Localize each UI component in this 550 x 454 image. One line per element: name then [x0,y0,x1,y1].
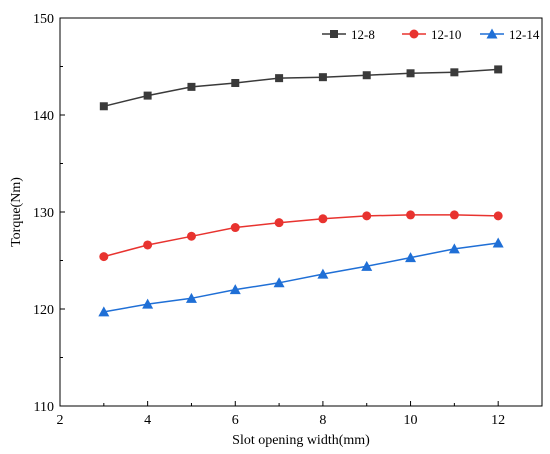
data-point [493,211,503,221]
x-axis-label: Slot opening width(mm) [232,433,370,448]
y-tick-label: 150 [33,12,54,27]
data-point [492,237,504,248]
legend-label: 12-10 [431,27,461,42]
data-point [405,252,417,263]
data-point [273,277,285,288]
data-point [98,306,110,317]
legend-item: 12-10 [402,27,461,42]
data-point [362,71,371,80]
series-12-10 [99,210,503,262]
data-point [318,214,328,224]
data-point [231,78,240,87]
data-point [230,223,240,233]
legend-marker [409,29,419,39]
y-tick-label: 130 [33,206,54,221]
y-axis-label: Torque(Nm) [9,177,24,247]
data-point [406,69,415,78]
data-point [406,210,416,220]
y-tick-label: 110 [34,400,54,415]
x-tick-label: 4 [144,413,151,428]
data-point [318,73,327,82]
data-point [186,231,196,241]
plot-frame [59,17,543,407]
series-line [103,242,499,313]
data-point [362,211,372,221]
series-line [103,68,499,108]
y-tick-label: 140 [33,109,54,124]
data-point [494,65,503,74]
series-layer [98,65,504,317]
data-point [143,240,153,250]
legend-marker [486,28,498,39]
data-point [229,284,241,295]
data-point [185,292,197,303]
data-point [450,68,459,77]
legend: 12-8 12-10 12-14 [322,27,540,42]
x-tick-label: 12 [491,413,505,428]
data-point [449,210,459,220]
data-point [187,82,196,91]
x-tick-label: 6 [232,413,239,428]
y-tick-label: 120 [33,303,54,318]
x-axis-ticks: 2 4 6 8 10 12 [57,401,505,428]
data-point [361,260,373,271]
data-point [143,91,152,100]
data-point [142,298,154,309]
data-point [448,243,460,254]
series-line [103,214,499,258]
data-point [274,218,284,228]
x-tick-label: 2 [57,413,64,428]
y-axis-ticks: 110 120 130 140 150 [33,12,65,415]
legend-item: 12-14 [480,27,540,42]
legend-item: 12-8 [322,27,375,42]
x-tick-label: 8 [319,413,326,428]
series-12-8 [99,65,503,111]
data-point [317,268,329,279]
data-point [275,74,284,83]
legend-marker [330,30,338,38]
x-tick-label: 10 [404,413,418,428]
legend-label: 12-14 [509,27,540,42]
data-point [99,102,108,111]
data-point [99,252,109,262]
legend-label: 12-8 [351,27,375,42]
series-12-14 [98,237,504,317]
